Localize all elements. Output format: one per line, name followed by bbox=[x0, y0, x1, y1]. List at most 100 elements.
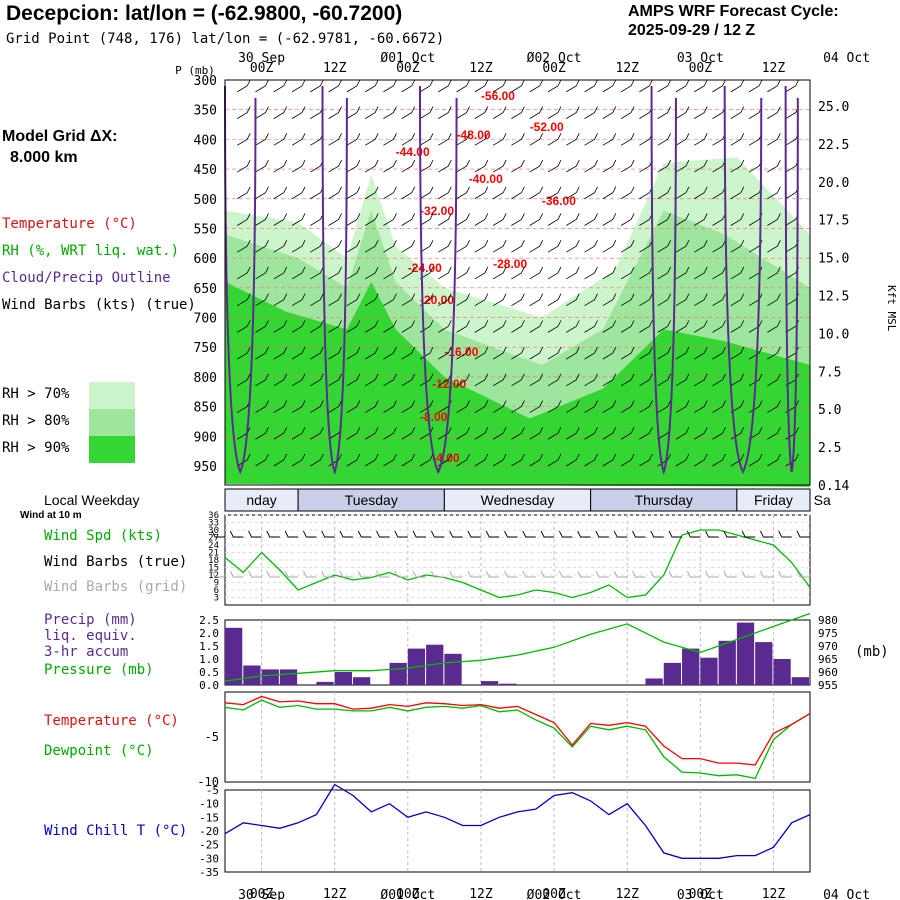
pressure-tick-label: 700 bbox=[194, 312, 217, 327]
wind-barb bbox=[383, 427, 397, 440]
wind-barb bbox=[620, 373, 635, 387]
wind-barb bbox=[346, 213, 361, 226]
wind-barb bbox=[419, 79, 434, 93]
wind-barb bbox=[675, 400, 690, 413]
wind-barb bbox=[346, 186, 361, 200]
wind-barb-grid bbox=[467, 570, 481, 578]
wind-barb-grid bbox=[376, 570, 390, 578]
wind-barb bbox=[511, 320, 525, 333]
wind-barb bbox=[401, 320, 416, 333]
wind-barb bbox=[328, 159, 342, 173]
wind-barb bbox=[584, 133, 598, 146]
wind-barb bbox=[657, 79, 672, 93]
wind-barb bbox=[529, 400, 544, 413]
windchill-tick-label: -15 bbox=[199, 811, 219, 824]
pressure-tick-label: 350 bbox=[194, 104, 217, 119]
wind-barb bbox=[419, 213, 434, 226]
wind-barb bbox=[602, 400, 617, 413]
forecast-cycle: AMPS WRF Forecast Cycle: 2025-09-29 / 12… bbox=[628, 2, 839, 40]
cloud-outline-5 bbox=[784, 85, 799, 473]
wind-barb bbox=[675, 346, 690, 360]
wind-barb bbox=[620, 453, 635, 467]
temp-contour-label: -40.00 bbox=[469, 172, 503, 186]
wind-barb bbox=[236, 133, 251, 146]
wind-barb bbox=[620, 427, 635, 440]
precip-tick-label: 1.0 bbox=[199, 653, 219, 666]
wind-barb bbox=[602, 240, 617, 253]
wind-barb bbox=[694, 79, 708, 93]
wind-barb bbox=[584, 427, 598, 440]
pressure-tick-label: 980 bbox=[818, 614, 838, 627]
height-tick-label: 20.0 bbox=[818, 176, 849, 191]
wind-tick-label: 24 bbox=[208, 541, 219, 551]
time-tick-label: 00Z bbox=[396, 61, 420, 76]
wind-tick-label: 21 bbox=[208, 549, 219, 559]
wind-barb bbox=[694, 106, 708, 119]
wind-barb bbox=[255, 79, 269, 93]
wind-barb bbox=[438, 186, 452, 200]
wind-barb-grid bbox=[339, 570, 353, 578]
wind-barb bbox=[401, 240, 416, 253]
wind-barb-true bbox=[540, 530, 555, 538]
legend-pressure: Pressure (mb) bbox=[44, 662, 154, 678]
wind-barb bbox=[236, 213, 251, 226]
wind-barb bbox=[383, 106, 397, 119]
wind-barb bbox=[328, 373, 342, 387]
wind-barb bbox=[675, 133, 690, 146]
wind-barb bbox=[584, 159, 598, 173]
wind-barb bbox=[785, 453, 799, 467]
wind-barb bbox=[236, 266, 251, 280]
wind-barb bbox=[620, 159, 635, 173]
wind-barb-grid bbox=[485, 570, 500, 578]
wind-barb-true bbox=[760, 530, 774, 538]
wind-barb bbox=[566, 453, 580, 467]
time-tick-label: 00Z bbox=[396, 887, 420, 900]
wind-barb bbox=[456, 293, 470, 307]
wind-barb-true bbox=[248, 530, 262, 538]
wind-barb bbox=[639, 266, 653, 280]
wind-barb bbox=[383, 293, 397, 307]
wind-barb bbox=[675, 373, 690, 387]
wind-barb bbox=[675, 106, 690, 119]
wind-barb bbox=[236, 240, 251, 253]
wind-barb bbox=[328, 106, 342, 119]
wind-barb bbox=[383, 79, 397, 93]
profile-panel: -56.00-52.00-48.00-44.00-40.00-36.00-32.… bbox=[175, 64, 898, 494]
wind-barb bbox=[364, 133, 379, 146]
wind-barb-grid bbox=[284, 570, 299, 578]
wind-barb bbox=[694, 213, 708, 226]
wind-barb bbox=[511, 266, 525, 280]
precip-bar bbox=[261, 669, 279, 685]
wind-barb bbox=[694, 293, 708, 307]
wind-barb bbox=[364, 453, 379, 467]
temp-contour-label: -48.00 bbox=[457, 128, 491, 142]
legend-cloud-outline: Cloud/Precip Outline bbox=[2, 270, 171, 286]
wind-barb bbox=[419, 453, 434, 467]
grid-point-subtitle: Grid Point (748, 176) lat/lon = (-62.978… bbox=[6, 31, 445, 47]
wind-barb bbox=[730, 453, 745, 467]
wind-barb bbox=[474, 293, 489, 307]
wind-barb bbox=[364, 186, 379, 200]
wind-barb-true bbox=[321, 530, 335, 538]
date-label: Ø02 Oct bbox=[527, 888, 582, 900]
wind-barb bbox=[236, 293, 251, 307]
wind-barb-true bbox=[741, 530, 756, 538]
wind-barb bbox=[675, 79, 690, 93]
wind-barb bbox=[675, 293, 690, 307]
wind-barb bbox=[566, 133, 580, 146]
temp-panel-frame bbox=[224, 691, 811, 783]
precip-bar bbox=[279, 669, 298, 685]
wind-barb bbox=[310, 400, 324, 413]
wind-barb-true bbox=[504, 530, 518, 538]
pressure-tick-label: 400 bbox=[194, 133, 217, 148]
wind-barb bbox=[529, 159, 544, 173]
wind-barb bbox=[767, 133, 781, 146]
pressure-unit-label: (mb) bbox=[855, 644, 889, 660]
wind-barb bbox=[620, 400, 635, 413]
wind-barb bbox=[657, 133, 672, 146]
precip-tick-label: 0.0 bbox=[199, 679, 219, 692]
wind-barb bbox=[255, 293, 269, 307]
wind-barb-grid bbox=[686, 570, 701, 578]
wind-barb bbox=[767, 320, 781, 333]
